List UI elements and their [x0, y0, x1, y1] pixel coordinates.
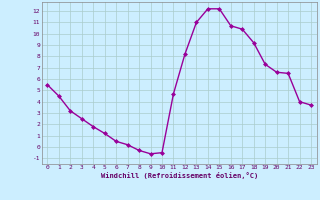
X-axis label: Windchill (Refroidissement éolien,°C): Windchill (Refroidissement éolien,°C) — [100, 172, 258, 179]
